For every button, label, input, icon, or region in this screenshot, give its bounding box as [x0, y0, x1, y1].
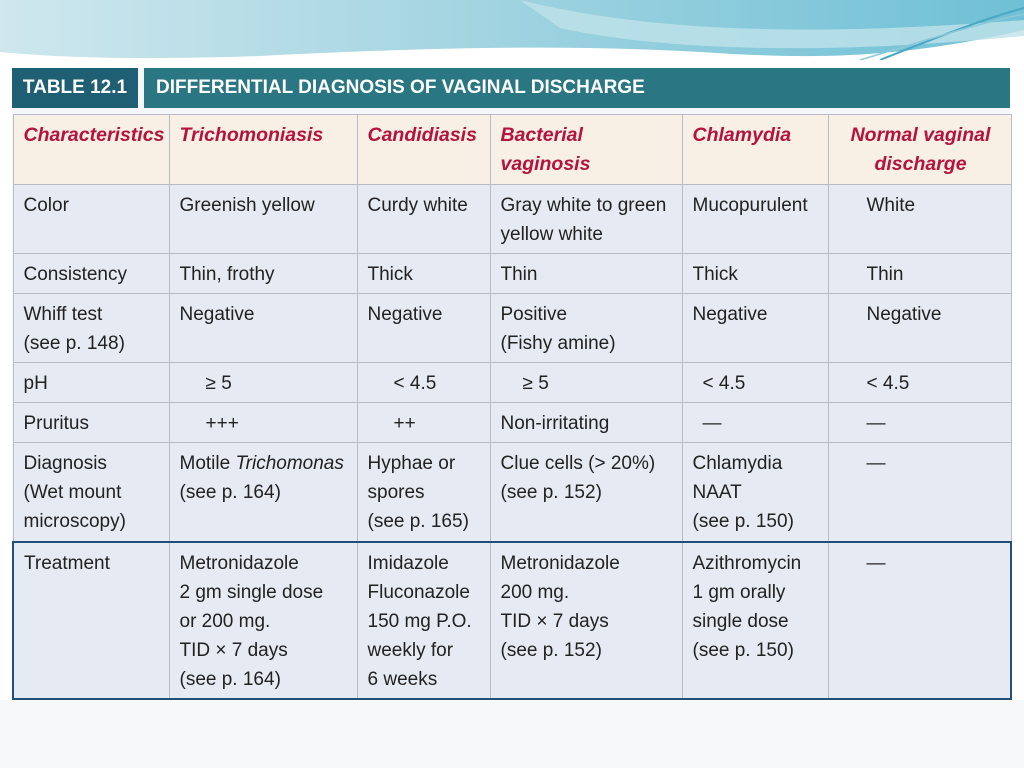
table-header-row: Characteristics Trichomoniasis Candidias…	[12, 114, 1012, 185]
table-cell: Greenish yellow	[168, 184, 358, 254]
table-cell: Chlamydia NAAT (see p. 150)	[681, 442, 829, 542]
table-cell: Negative	[681, 293, 829, 363]
row-label: Diagnosis (Wet mount microscopy)	[12, 442, 170, 542]
table-cell: +++	[168, 402, 358, 443]
table-cell: Positive (Fishy amine)	[489, 293, 683, 363]
header-normal-discharge: Normal vaginal discharge	[827, 114, 1012, 185]
table-cell: Non-irritating	[489, 402, 683, 443]
table-cell: Azithromycin 1 gm orally single dose (se…	[681, 540, 829, 700]
header-trichomoniasis: Trichomoniasis	[168, 114, 358, 185]
table-cell: White	[827, 184, 1012, 254]
table-cell: Mucopurulent	[681, 184, 829, 254]
table-row: Color Greenish yellow Curdy white Gray w…	[12, 184, 1012, 254]
table-cell: Curdy white	[356, 184, 491, 254]
row-label: Pruritus	[12, 402, 170, 443]
table-cell: ++	[356, 402, 491, 443]
table-row: Whiff test (see p. 148) Negative Negativ…	[12, 293, 1012, 363]
row-label: Treatment	[12, 540, 170, 700]
table-cell: ≥ 5	[168, 362, 358, 403]
table-cell: —	[827, 402, 1012, 443]
table-cell: —	[827, 442, 1012, 542]
row-label: Whiff test (see p. 148)	[12, 293, 170, 363]
row-label: Consistency	[12, 253, 170, 294]
table-cell: Negative	[168, 293, 358, 363]
table-title-bar: TABLE 12.1 DIFFERENTIAL DIAGNOSIS OF VAG…	[12, 68, 1010, 108]
header-chlamydia: Chlamydia	[681, 114, 829, 185]
table-cell: < 4.5	[681, 362, 829, 403]
cell-text: Motile	[179, 453, 236, 474]
table-cell: Thin	[827, 253, 1012, 294]
header-decoration	[0, 0, 1024, 60]
table-number: TABLE 12.1	[12, 68, 138, 108]
row-label: pH	[12, 362, 170, 403]
table-cell: Thin, frothy	[168, 253, 358, 294]
cell-italic-text: Trichomonas	[235, 453, 344, 474]
table-cell: Clue cells (> 20%) (see p. 152)	[489, 442, 683, 542]
table-row: Pruritus +++ ++ Non-irritating — —	[12, 402, 1012, 443]
diagnosis-table: Characteristics Trichomoniasis Candidias…	[12, 114, 1012, 700]
cell-text: (see p. 164)	[179, 482, 281, 503]
table-cell: Metronidazole 2 gm single dose or 200 mg…	[168, 540, 358, 700]
table-cell: Imidazole Fluconazole 150 mg P.O. weekly…	[356, 540, 491, 700]
table-cell: Motile Trichomonas (see p. 164)	[168, 442, 358, 542]
table-cell: < 4.5	[356, 362, 491, 403]
diagnosis-table-block: TABLE 12.1 DIFFERENTIAL DIAGNOSIS OF VAG…	[12, 68, 1012, 700]
table-cell: —	[827, 540, 1012, 700]
header-bacterial-vaginosis: Bacterial vaginosis	[489, 114, 683, 185]
table-cell: —	[681, 402, 829, 443]
table-cell: Negative	[356, 293, 491, 363]
header-characteristics: Characteristics	[12, 114, 170, 185]
table-cell: ≥ 5	[489, 362, 683, 403]
footer-background	[0, 700, 1024, 768]
table-row: Consistency Thin, frothy Thick Thin Thic…	[12, 253, 1012, 294]
table-cell: Thin	[489, 253, 683, 294]
table-row-highlighted: Treatment Metronidazole 2 gm single dose…	[12, 540, 1012, 700]
row-label: Color	[12, 184, 170, 254]
table-row: Diagnosis (Wet mount microscopy) Motile …	[12, 442, 1012, 542]
table-cell: < 4.5	[827, 362, 1012, 403]
table-title: DIFFERENTIAL DIAGNOSIS OF VAGINAL DISCHA…	[144, 68, 1010, 108]
table-cell: Hyphae or spores (see p. 165)	[356, 442, 491, 542]
header-candidiasis: Candidiasis	[356, 114, 491, 185]
table-row: pH ≥ 5 < 4.5 ≥ 5 < 4.5 < 4.5	[12, 362, 1012, 403]
table-cell: Gray white to green yellow white	[489, 184, 683, 254]
table-cell: Metronidazole 200 mg. TID × 7 days (see …	[489, 540, 683, 700]
table-cell: Thick	[356, 253, 491, 294]
table-cell: Thick	[681, 253, 829, 294]
table-cell: Negative	[827, 293, 1012, 363]
